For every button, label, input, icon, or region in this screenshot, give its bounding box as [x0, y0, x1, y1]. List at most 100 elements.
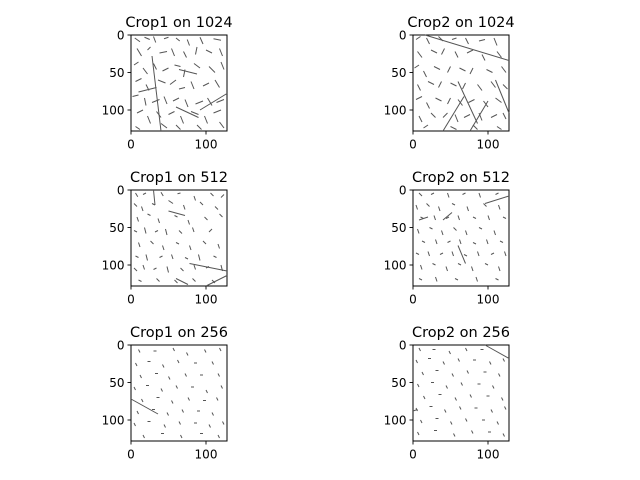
line-segment: [220, 385, 223, 389]
line-segment: [459, 239, 462, 245]
line-segment: [426, 37, 430, 45]
line-segment: [193, 195, 196, 201]
line-segment: [207, 97, 213, 106]
line-segment: [418, 216, 429, 221]
line-segment: [469, 100, 489, 132]
segment-layer: [412, 344, 510, 437]
line-segment: [442, 112, 448, 118]
line-segment: [417, 228, 420, 234]
line-segment: [495, 97, 502, 103]
line-segment: [478, 192, 481, 198]
line-segment: [493, 37, 498, 46]
line-segment: [160, 388, 163, 392]
line-segment: [174, 215, 178, 218]
line-segment: [439, 252, 444, 255]
line-segment: [418, 115, 423, 123]
y-tick-label: 0: [399, 184, 407, 198]
line-segment: [141, 398, 144, 403]
y-tick-label: 50: [391, 221, 406, 235]
line-segment: [442, 361, 445, 365]
line-segment: [151, 99, 160, 103]
line-segment: [504, 251, 507, 257]
line-segment: [463, 254, 468, 257]
line-segment: [135, 192, 139, 198]
line-segment: [138, 279, 142, 282]
line-segment: [421, 240, 426, 243]
line-segment: [208, 424, 211, 428]
line-segment: [177, 192, 181, 195]
y-tick-label: 50: [109, 66, 124, 80]
line-segment: [219, 121, 225, 129]
line-segment: [502, 216, 507, 219]
line-segment: [180, 434, 183, 439]
line-segment: [460, 382, 463, 386]
line-segment: [133, 386, 136, 391]
line-segment: [486, 239, 489, 245]
line-segment: [216, 99, 225, 103]
line-segment: [163, 424, 166, 428]
line-segment: [160, 191, 164, 197]
line-segment: [453, 433, 456, 437]
line-segment: [489, 361, 492, 365]
line-segment: [429, 227, 433, 230]
line-segment: [204, 216, 208, 221]
panel-title: Crop2 on 512: [412, 170, 510, 186]
line-segment: [175, 37, 181, 42]
line-segment: [163, 36, 169, 40]
tick-layer: 0 100 0 50 100: [384, 184, 500, 307]
x-tick-label: 100: [477, 448, 500, 462]
line-segment: [199, 201, 204, 206]
line-segment: [204, 115, 208, 124]
line-segment: [174, 279, 178, 284]
line-segment: [457, 215, 460, 221]
line-segment: [430, 49, 438, 54]
panel-title: Crop2 on 1024: [407, 15, 514, 31]
line-segment: [466, 206, 469, 212]
line-segment: [496, 51, 502, 58]
line-segment: [186, 352, 189, 356]
line-segment: [183, 51, 187, 58]
y-tick-label: 50: [391, 66, 406, 80]
line-segment: [130, 398, 159, 415]
line-segment: [184, 99, 189, 108]
line-segment: [193, 264, 196, 270]
line-segment: [147, 115, 151, 124]
line-segment: [495, 278, 499, 281]
line-segment: [175, 385, 178, 389]
line-segment: [175, 242, 180, 245]
line-segment: [454, 397, 457, 401]
line-segment: [169, 79, 177, 85]
line-segment: [502, 112, 507, 120]
line-segment: [459, 67, 466, 72]
line-segment: [502, 433, 505, 437]
line-segment: [133, 203, 138, 207]
line-segment: [415, 204, 418, 210]
line-segment: [504, 406, 507, 410]
line-segment: [133, 267, 138, 272]
line-segment: [153, 189, 156, 206]
line-segment: [145, 254, 148, 261]
line-segment: [213, 38, 222, 41]
line-segment: [438, 206, 441, 212]
line-segment: [435, 239, 438, 245]
line-segment: [142, 264, 145, 270]
line-segment: [142, 192, 147, 195]
y-tick-label: 0: [117, 184, 125, 198]
line-segment: [502, 84, 508, 90]
tick-layer: 0 100 0 50 100: [102, 29, 218, 152]
line-segment: [442, 96, 465, 132]
line-segment: [186, 39, 190, 46]
line-segment: [433, 66, 441, 70]
line-segment: [498, 204, 501, 210]
line-segment: [142, 434, 145, 439]
plot-area: [130, 34, 228, 132]
line-segment: [469, 67, 474, 75]
line-segment: [175, 124, 181, 130]
line-segment: [138, 349, 141, 353]
line-segment: [495, 192, 499, 195]
line-segment: [450, 82, 457, 87]
line-segment: [199, 93, 228, 111]
line-segment: [174, 64, 181, 67]
line-segment: [180, 115, 184, 124]
line-segment: [204, 349, 207, 353]
